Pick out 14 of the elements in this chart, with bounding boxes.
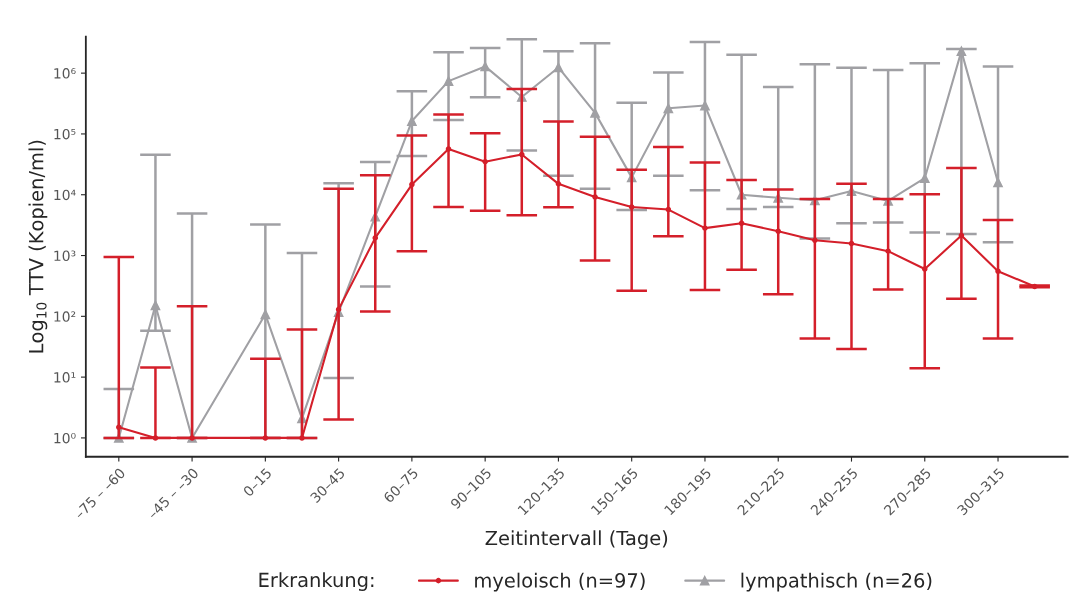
y-tick-label: 10⁶ (54, 68, 76, 79)
y-tick-label: 10⁴ (54, 189, 76, 201)
y-axis-title: Log$_{10}$ TTV (Kopien/ml) (28, 140, 48, 353)
x-axis-title: Zeitintervall (Tage) (485, 530, 668, 550)
legend-label: lympathisch (n=26) (741, 572, 932, 592)
y-tick-label: 10² (54, 311, 76, 322)
x-tick-label: –45 – –30 (146, 467, 200, 520)
y-tick-label: 10⁰ (54, 432, 76, 444)
y-tick-label: 10⁵ (54, 128, 76, 140)
legend-title: Erkrankung: (259, 572, 374, 591)
x-tick-label: –75 – –60 (73, 467, 126, 520)
legend-label: myeloisch (n=97) (475, 572, 645, 592)
y-tick-label: 10¹ (54, 372, 76, 383)
y-tick-label: 10³ (54, 250, 76, 261)
